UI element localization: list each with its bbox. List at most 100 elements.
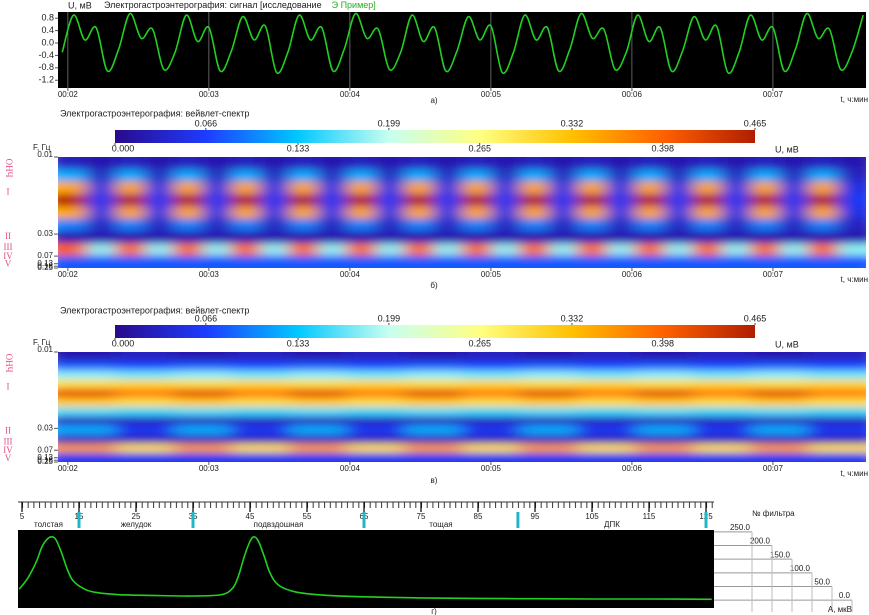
heatmap-cell (404, 380, 462, 390)
segment-label: толстая (34, 520, 63, 529)
heatmap-cell (173, 444, 231, 454)
y-tick-label: -0.4 (38, 50, 54, 60)
heatmap-cell (520, 444, 578, 454)
heatmap-cell (404, 344, 462, 362)
heatmap-cell (693, 344, 751, 362)
heatmap-cell (520, 416, 578, 426)
heatmap-cell (173, 398, 231, 408)
heatmap-cell (837, 231, 869, 244)
heatmap-cell (231, 149, 260, 170)
heatmap-cell (808, 380, 869, 390)
heatmap-cell (462, 380, 520, 390)
heatmap-cell (260, 194, 289, 207)
heatmap-cell (837, 219, 869, 232)
colorbar-tick-label: 0.199 (378, 118, 401, 128)
y-tick-label: 0.0 (839, 591, 851, 600)
heatmap-cell (46, 380, 116, 390)
heatmap-cell (318, 231, 347, 244)
heatmap-cell (173, 206, 202, 219)
heatmap-cell (231, 389, 289, 399)
heatmap-cell (722, 231, 751, 244)
heatmap-cell (289, 231, 318, 244)
heatmap-cell (231, 194, 260, 207)
heatmap-cell (577, 206, 606, 219)
colorbar-tick-label: 0.465 (744, 118, 767, 128)
heatmap-cell (722, 149, 751, 170)
heatmap-cell (722, 194, 751, 207)
heatmap-cell (462, 425, 520, 435)
heatmap-cell (722, 219, 751, 232)
heatmap-cell (173, 243, 202, 256)
heatmap-cell (549, 256, 578, 277)
heatmap-cell (173, 425, 231, 435)
heatmap-cell (462, 389, 520, 399)
heatmap-cell (751, 435, 809, 445)
heatmap-cell (318, 219, 347, 232)
x-axis-label: № фильтра (752, 509, 795, 518)
heatmap-cell (173, 361, 231, 371)
heatmap-cell (347, 435, 405, 445)
colorbar-tick-label: 0.066 (195, 118, 218, 128)
heatmap-cell (404, 370, 462, 380)
heatmap-cell (87, 169, 116, 182)
x-tick-label: 5 (20, 512, 25, 521)
colorbar (115, 325, 755, 338)
heatmap-cell (116, 219, 145, 232)
heatmap-cell (837, 194, 869, 207)
heatmap-cell (231, 425, 289, 435)
heatmap-cell (837, 149, 869, 170)
y-tick-label: 0.25 (37, 263, 53, 272)
heatmap-cell (116, 444, 174, 454)
heatmap-cell (347, 425, 405, 435)
heatmap-cell (693, 425, 751, 435)
heatmap-cell (751, 182, 780, 195)
heatmap-cell (491, 169, 520, 182)
heatmap-cell (231, 370, 289, 380)
y-tick-label: 200.0 (750, 537, 771, 546)
heatmap-cell (231, 444, 289, 454)
heatmap-cell (520, 435, 578, 445)
heatmap-cell (635, 361, 693, 371)
heatmap-cell (520, 219, 549, 232)
heatmap-cell (173, 435, 231, 445)
heatmap-cell (577, 435, 635, 445)
heatmap-cell (779, 243, 808, 256)
heatmap-cell (693, 169, 722, 182)
colorbar-tick-label: 0.265 (468, 338, 491, 348)
heatmap-cell (635, 425, 693, 435)
heatmap-cell (87, 194, 116, 207)
heatmap-cell (808, 219, 837, 232)
heatmap-cell (808, 425, 869, 435)
heatmap-cell (606, 219, 635, 232)
heatmap-cell (808, 256, 837, 277)
heatmap-cell (808, 243, 837, 256)
heatmap-cell (693, 206, 722, 219)
heatmap-cell (779, 256, 808, 277)
x-axis-label: t, ч:мин (841, 95, 868, 104)
heatmap-cell (751, 361, 809, 371)
heatmap-cell (375, 231, 404, 244)
heatmap-cell (635, 231, 664, 244)
heatmap-cell (173, 219, 202, 232)
heatmap-cell (231, 398, 289, 408)
y-tick-label: 250.0 (730, 523, 751, 532)
heatmap-cell (433, 182, 462, 195)
heatmap-cell (375, 256, 404, 277)
heatmap-cell (520, 389, 578, 399)
title-study: Э Пример] (332, 0, 376, 10)
page: {"chart_data": [ {"type": "line", "ylabe… (0, 0, 869, 615)
heatmap-cell (375, 169, 404, 182)
heatmap-cell (87, 206, 116, 219)
segment-label: желудок (121, 520, 152, 529)
colorbar (115, 130, 755, 143)
y-axis-label: A, мкВ (828, 605, 852, 614)
heatmap-cell (116, 389, 174, 399)
band-label: ОНЧ (4, 354, 14, 373)
heatmap-cell (145, 243, 174, 256)
heatmap-cell (837, 243, 869, 256)
x-tick-label: 00:07 (763, 464, 784, 473)
segment-label: ДПК (604, 520, 620, 529)
colorbar-label: U, мВ (775, 144, 799, 154)
heatmap-cell (577, 389, 635, 399)
heatmap-cell (779, 231, 808, 244)
